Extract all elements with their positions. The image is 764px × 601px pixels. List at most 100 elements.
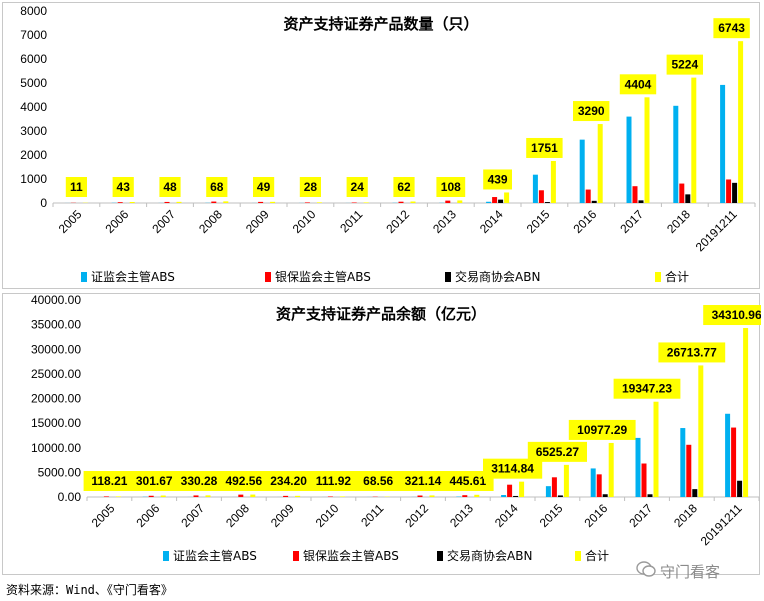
total-data-label-box: [568, 419, 636, 440]
x-tick-label: 2013: [430, 207, 459, 236]
y-tick-label: 5000.00: [38, 465, 82, 479]
x-tick-label: 2011: [337, 207, 365, 235]
bar-series-2: [596, 474, 602, 497]
total-data-label-box: [613, 378, 681, 399]
y-tick-label: 2000: [20, 148, 47, 162]
bar-total: [698, 365, 704, 497]
balance-chart: 资产支持证券产品余额（亿元） 0.00 5000.00 10000.00 15000.0…: [31, 294, 761, 563]
total-data-label-box: [526, 137, 563, 158]
bar-series-2: [193, 495, 199, 497]
bar-total: [519, 481, 525, 497]
x-tick-label: 2009: [268, 501, 297, 530]
total-data-label: 24: [351, 180, 365, 194]
bar-series-3: [557, 495, 563, 497]
total-data-label: 3290: [578, 104, 605, 118]
legend-swatch: [293, 551, 299, 561]
x-tick-label: 2015: [524, 207, 553, 236]
total-data-label-box: [658, 342, 726, 363]
bar-series-2: [238, 494, 244, 497]
bar-series-1: [486, 201, 492, 203]
x-tick-label: 2013: [447, 501, 476, 530]
x-tick-label: 2011: [358, 501, 386, 529]
total-data-label: 5224: [671, 58, 698, 72]
bar-series-3: [498, 199, 504, 203]
y-tick-label: 30000.00: [31, 342, 81, 356]
total-data-label-box: [436, 177, 466, 197]
total-data-label-box: [703, 305, 761, 326]
bar-total: [597, 124, 603, 203]
total-data-label: 68: [210, 180, 224, 194]
bar-series-2: [726, 179, 732, 203]
legend-label: 证监会主管ABS: [173, 548, 257, 563]
y-tick-label: 6000: [20, 52, 47, 66]
total-data-label: 34310.96: [712, 308, 761, 322]
watermark: 守门看客: [660, 563, 721, 581]
bar-total: [316, 202, 322, 203]
y-tick-label: 20000.00: [31, 392, 81, 406]
total-data-label-box: [218, 471, 270, 491]
legend-label: 交易商协会ABN: [455, 269, 540, 284]
bar-series-1: [673, 105, 679, 203]
bar-series-2: [538, 190, 544, 203]
total-data-label: 68.56: [363, 474, 393, 488]
x-tick-label: 2018: [671, 501, 700, 530]
chart-panel-balance: 资产支持证券产品余额（亿元） 0.00 5000.00 10000.00 15000.0…: [2, 293, 761, 575]
bar-series-3: [732, 182, 738, 203]
total-data-label: 445.61: [449, 474, 486, 488]
total-data-label-box: [356, 471, 401, 491]
total-data-label: 49: [257, 180, 271, 194]
chart-panel-count: 资产支持证券产品数量（只） 0 1000 2000 3000 4000 5000 6000 70…: [2, 2, 760, 289]
bar-total: [223, 201, 229, 203]
x-tick-label: 2017: [626, 501, 655, 530]
total-data-label: 111.92: [316, 474, 352, 488]
legend-swatch: [163, 551, 169, 561]
bar-total: [550, 160, 556, 203]
total-data-label-box: [206, 177, 228, 197]
bar-series-2: [417, 495, 423, 497]
x-tick-label: 2014: [492, 501, 521, 530]
total-data-label: 3114.84: [491, 462, 534, 476]
total-data-label: 43: [117, 180, 131, 194]
x-tick-label: 2016: [571, 207, 600, 236]
total-data-label: 48: [163, 180, 177, 194]
y-tick-label: 0.00: [58, 490, 82, 504]
bar-series-1: [680, 428, 686, 497]
bar-series-1: [725, 413, 731, 497]
total-data-label: 118.21: [91, 474, 127, 488]
total-data-label-box: [83, 471, 136, 491]
bar-series-1: [590, 468, 596, 497]
total-data-label-box: [253, 177, 275, 197]
bar-series-2: [686, 444, 692, 497]
y-tick-label: 7000: [20, 28, 47, 42]
legend-label: 银保监会主管ABS: [275, 269, 371, 284]
legend-label: 合计: [665, 269, 689, 284]
x-tick-label: 2015: [537, 501, 566, 530]
bar-total: [363, 202, 369, 203]
bar-total: [474, 494, 480, 497]
total-data-label-box: [713, 18, 750, 39]
total-data-label: 62: [397, 180, 411, 194]
bar-total: [563, 464, 569, 497]
bar-series-2: [351, 202, 357, 203]
y-tick-label: 35000.00: [31, 318, 81, 332]
y-tick-label: 3000: [20, 124, 47, 138]
total-data-label-box: [483, 458, 543, 479]
bar-series-2: [103, 496, 109, 497]
y-tick-label: 10000.00: [31, 441, 81, 455]
total-data-label-box: [527, 441, 587, 462]
bar-series-2: [445, 200, 451, 203]
bar-series-3: [638, 200, 644, 203]
chart-title: 资产支持证券产品数量（只）: [283, 15, 478, 33]
y-tick-label: 40000.00: [31, 294, 81, 307]
chart-title: 资产支持证券产品余额（亿元）: [276, 305, 486, 323]
bar-total: [129, 201, 135, 203]
bar-series-2: [148, 495, 154, 497]
bar-total: [743, 328, 749, 497]
legend-swatch: [437, 551, 443, 561]
bar-series-2: [632, 186, 638, 203]
bar-series-2: [492, 197, 498, 203]
bar-series-2: [304, 202, 310, 203]
bar-series-2: [327, 496, 333, 497]
y-tick-label: 25000.00: [31, 367, 81, 381]
bar-series-3: [647, 494, 653, 497]
